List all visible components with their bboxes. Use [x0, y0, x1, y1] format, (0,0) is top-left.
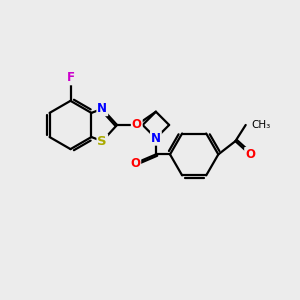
Text: O: O: [132, 118, 142, 131]
Text: N: N: [97, 102, 107, 115]
Text: F: F: [67, 71, 74, 84]
Text: CH₃: CH₃: [251, 120, 270, 130]
Text: N: N: [151, 132, 161, 145]
Text: O: O: [130, 157, 140, 170]
Text: O: O: [245, 148, 255, 161]
Text: S: S: [98, 135, 107, 148]
